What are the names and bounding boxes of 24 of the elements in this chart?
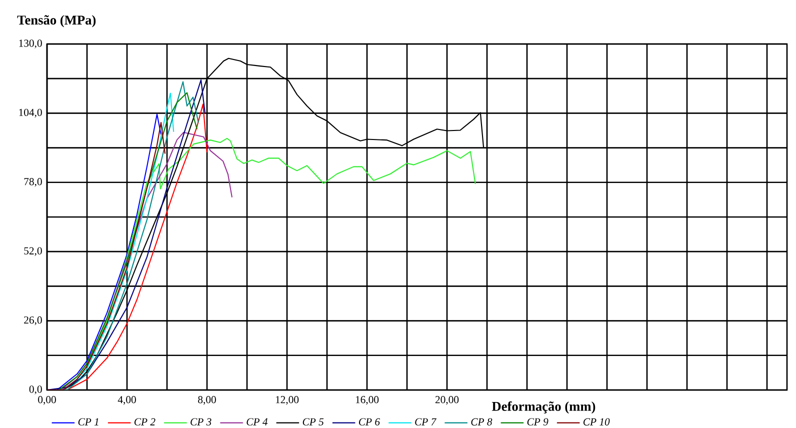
legend-label: CP 9 (527, 418, 548, 426)
legend-label: CP 2 (134, 418, 156, 426)
y-tick-label: 52,0 (24, 247, 42, 256)
y-tick-label: 26,0 (24, 316, 42, 326)
y-axis-title: Tensão (MPa) (17, 15, 96, 28)
legend-label: CP 3 (190, 418, 212, 426)
legend-label: CP 10 (583, 418, 610, 426)
y-tick-label: 104,0 (19, 108, 42, 118)
legend-label: CP 5 (302, 418, 324, 426)
y-tick-label: 78,0 (24, 178, 42, 187)
legend-label: CP 4 (246, 418, 268, 426)
x-tick-label: 0,00 (38, 396, 56, 405)
x-tick-label: 12,00 (276, 396, 299, 405)
y-tick-label: 0,0 (29, 386, 42, 394)
x-tick-label: 16,00 (356, 396, 379, 405)
legend-label: CP 8 (471, 418, 492, 426)
y-tick-label: 130,0 (19, 40, 42, 48)
legend-label: CP 7 (415, 418, 436, 426)
legend-label: CP 1 (78, 418, 98, 426)
legend-label: CP 6 (358, 418, 380, 426)
x-tick-label: 20,00 (435, 396, 459, 405)
x-tick-label: 8,00 (198, 396, 216, 405)
x-axis-title: Deformação (mm) (492, 401, 596, 414)
x-tick-label: 4,00 (118, 396, 136, 405)
